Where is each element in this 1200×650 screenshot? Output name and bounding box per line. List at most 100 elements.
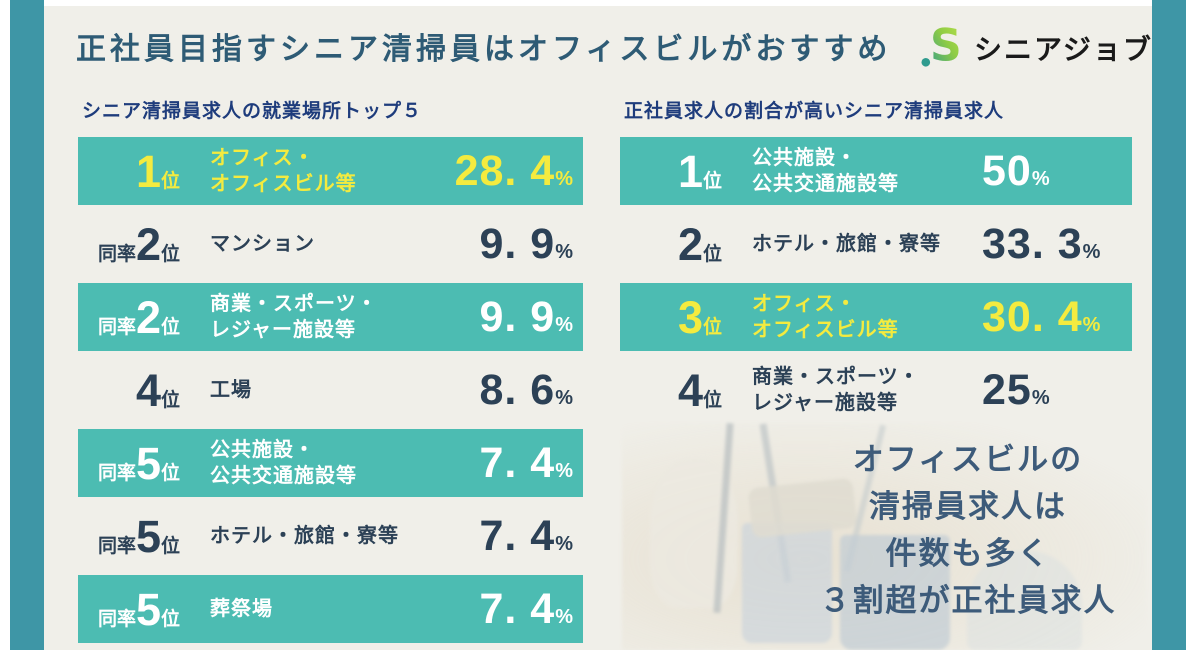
rank-unit: 位 bbox=[160, 535, 180, 557]
percent-value: 25% bbox=[982, 365, 1050, 414]
place-label: オフィス・オフィスビル等 bbox=[722, 291, 982, 343]
percent-value: 7. 4% bbox=[479, 511, 583, 560]
rank-unit: 位 bbox=[160, 389, 180, 411]
place-label-line1: オフィス・ bbox=[210, 147, 315, 169]
place-label-line2: オフィスビル等 bbox=[752, 319, 899, 341]
callout-line1: オフィスビルの bbox=[852, 442, 1084, 477]
rank-number: 2 bbox=[677, 218, 703, 270]
value-number: 9. 9 bbox=[479, 292, 556, 341]
rank-number: 3 bbox=[677, 291, 703, 343]
conclusion-callout: オフィスビルの 清掃員求人は 件数も多く ３割超が正社員求人 bbox=[770, 436, 1166, 624]
right-section-heading: 正社員求人の割合が高いシニア清掃員求人 bbox=[624, 101, 1005, 122]
tie-label: 同率 bbox=[97, 462, 136, 484]
rank-badge: 同率 5 位 bbox=[78, 441, 180, 486]
rank-number: 5 bbox=[135, 510, 161, 562]
tie-label: 同率 bbox=[97, 608, 136, 630]
rank-number: 5 bbox=[135, 437, 161, 489]
place-label: 工場 bbox=[180, 377, 479, 403]
percent-value: 8. 6% bbox=[479, 365, 583, 414]
senior-job-s-icon: S bbox=[920, 20, 968, 73]
rank-unit: 位 bbox=[160, 316, 180, 338]
rank-number: 1 bbox=[135, 145, 161, 197]
value-number: 8. 6 bbox=[479, 365, 556, 414]
bucket-shape bbox=[840, 535, 950, 650]
value-unit: % bbox=[1082, 240, 1101, 263]
value-number: 9. 9 bbox=[479, 219, 556, 268]
percent-value: 7. 4% bbox=[479, 441, 583, 485]
value-number: 50 bbox=[982, 146, 1032, 195]
place-label-line2: 公共交通施設等 bbox=[210, 465, 357, 487]
place-label-line1: マンション bbox=[210, 233, 315, 255]
ranking-row: 同率 2 位 商業・スポーツ・ レジャー施設等 9. 9% bbox=[78, 283, 583, 351]
tie-label: 同率 bbox=[97, 316, 136, 338]
rank-number: 4 bbox=[677, 364, 703, 416]
place-label-line1: オフィス・ bbox=[752, 293, 857, 315]
value-number: 30. 4 bbox=[982, 292, 1083, 341]
value-number: 25 bbox=[982, 365, 1032, 414]
callout-line3: 件数も多く bbox=[885, 536, 1051, 571]
place-label-line2: レジャー施設等 bbox=[210, 319, 356, 341]
value-number: 7. 4 bbox=[479, 511, 556, 560]
place-label-line1: ホテル・旅館・寮等 bbox=[210, 525, 399, 547]
place-label-line1: 商業・スポーツ・ bbox=[752, 366, 920, 388]
percent-value: 50% bbox=[982, 146, 1050, 195]
rank-badge: 同率 2 位 bbox=[78, 295, 180, 340]
percent-value: 30. 4% bbox=[982, 292, 1101, 341]
rank-unit: 位 bbox=[702, 389, 722, 411]
place-label-line2: オフィスビル等 bbox=[210, 173, 357, 195]
left-frame-bar bbox=[10, 0, 44, 650]
rank-unit: 位 bbox=[702, 243, 722, 265]
value-unit: % bbox=[555, 386, 573, 409]
rank-number: 2 bbox=[135, 218, 161, 270]
place-label-line2: レジャー施設等 bbox=[752, 392, 898, 414]
place-label: オフィス・オフィスビル等 bbox=[180, 145, 455, 197]
value-unit: % bbox=[555, 313, 573, 336]
left-section-heading: シニア清掃員求人の就業場所トップ５ bbox=[82, 101, 423, 122]
place-label: ホテル・旅館・寮等 bbox=[722, 231, 982, 257]
value-unit: % bbox=[555, 532, 573, 555]
place-label-line2: 公共交通施設等 bbox=[752, 173, 899, 195]
place-label-line1: 葬祭場 bbox=[210, 598, 273, 620]
place-label: ホテル・旅館・寮等 bbox=[180, 523, 479, 549]
percent-value: 9. 9% bbox=[479, 219, 583, 268]
cleaning-equipment-photo bbox=[622, 422, 1146, 650]
value-unit: % bbox=[1082, 313, 1101, 336]
percent-value: 7. 4% bbox=[479, 584, 583, 633]
brand-logo-text: シニアジョブ bbox=[974, 33, 1153, 65]
ranking-row: 同率 2 位 マンション 9. 9% bbox=[78, 210, 583, 278]
ranking-row: 同率 5 位 ホテル・旅館・寮等 7. 4% bbox=[78, 502, 583, 570]
value-number: 7. 4 bbox=[479, 584, 556, 633]
tie-label: 同率 bbox=[97, 243, 136, 265]
value-unit: % bbox=[1031, 167, 1050, 190]
page-title: 正社員目指すシニア清掃員はオフィスビルがおすすめ bbox=[76, 33, 892, 66]
rank-badge: 同率 2 位 bbox=[78, 222, 180, 267]
rank-badge: 同率 5 位 bbox=[78, 514, 180, 559]
value-unit: % bbox=[1031, 386, 1050, 409]
value-unit: % bbox=[555, 459, 573, 482]
place-label: 商業・スポーツ・ レジャー施設等 bbox=[722, 364, 982, 416]
rank-number: 5 bbox=[135, 583, 161, 635]
callout-line4: ３割超が正社員求人 bbox=[819, 583, 1117, 618]
rank-unit: 位 bbox=[160, 170, 180, 192]
place-label: 商業・スポーツ・ レジャー施設等 bbox=[180, 291, 479, 343]
value-unit: % bbox=[555, 240, 573, 263]
percent-value: 9. 9% bbox=[479, 292, 583, 341]
ranking-row: 同率 5 位 公共施設・ 公共交通施設等 7. 4% bbox=[78, 429, 583, 497]
percent-value: 28. 4% bbox=[455, 149, 583, 193]
value-number: 33. 3 bbox=[982, 219, 1083, 268]
rank-unit: 位 bbox=[160, 243, 180, 265]
rank-number: 4 bbox=[135, 364, 161, 416]
callout-line2: 清掃員求人は bbox=[869, 489, 1067, 524]
brand-logo: S シニアジョブ bbox=[920, 20, 1153, 73]
percent-value: 33. 3% bbox=[982, 219, 1101, 268]
ranking-row: 同率 5 位 葬祭場 7. 4% bbox=[78, 575, 583, 643]
tie-label: 同率 bbox=[97, 535, 136, 557]
